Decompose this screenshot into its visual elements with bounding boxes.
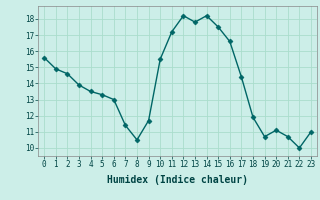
X-axis label: Humidex (Indice chaleur): Humidex (Indice chaleur) [107, 175, 248, 185]
